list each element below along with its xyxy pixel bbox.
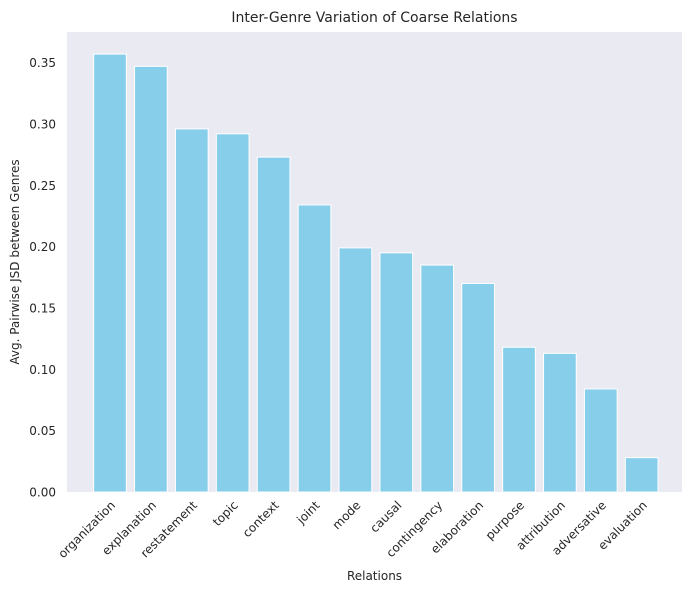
bar-organization: [93, 53, 127, 493]
y-tick-label: 0.20: [29, 240, 56, 254]
bar-restatement: [174, 128, 209, 493]
bar-explanation: [134, 65, 168, 493]
bar-topic: [215, 133, 250, 493]
y-tick-label: 0.35: [29, 56, 56, 70]
bar-elaboration: [461, 282, 495, 493]
y-axis-title: Avg. Pairwise JSD between Genres: [8, 159, 22, 364]
x-tick-label: joint: [293, 498, 322, 527]
y-tick-label: 0.25: [29, 179, 56, 193]
bar-evaluation: [624, 457, 659, 493]
x-tick-label: topic: [210, 498, 241, 529]
bar-causal: [379, 252, 414, 493]
x-tick-label: causal: [367, 498, 404, 535]
bars-group: [93, 53, 659, 493]
y-tick-label: 0.00: [29, 486, 56, 500]
bar-joint: [297, 204, 332, 493]
x-tick-label: mode: [330, 498, 364, 532]
y-axis-ticks: 0.00 0.05 0.10 0.15 0.20 0.25 0.30 0.35: [29, 56, 56, 499]
x-axis-title: Relations: [347, 569, 402, 583]
plot-area: [67, 32, 682, 492]
y-tick-label: 0.30: [29, 118, 56, 132]
bar-contingency: [420, 264, 455, 493]
bar-mode: [338, 247, 373, 493]
y-tick-label: 0.10: [29, 363, 56, 377]
chart-title: Inter-Genre Variation of Coarse Relation…: [231, 10, 517, 26]
bar-purpose: [502, 346, 536, 493]
y-tick-label: 0.05: [29, 424, 56, 438]
bar-attribution: [543, 352, 577, 493]
bar-adversative: [583, 388, 618, 493]
x-tick-label: context: [240, 498, 282, 540]
bar-context: [256, 156, 291, 493]
y-tick-label: 0.15: [29, 302, 56, 316]
